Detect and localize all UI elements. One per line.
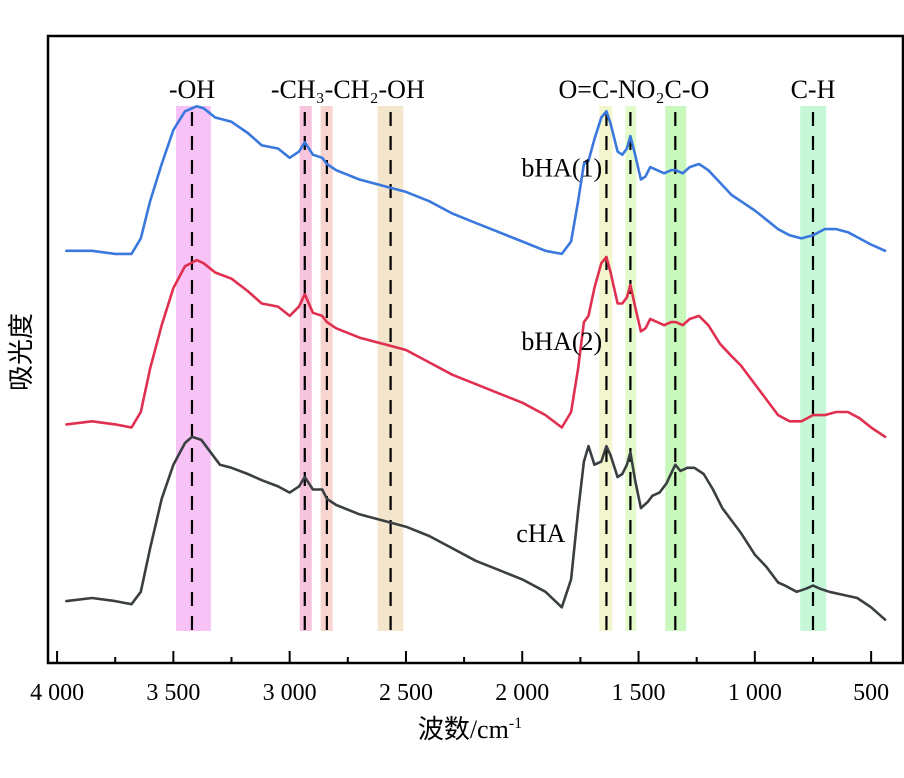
- x-tick-label-7: 500: [853, 680, 889, 706]
- x-axis-title-superscript: -1: [509, 715, 522, 732]
- x-tick-label-2: 3 000: [263, 680, 317, 706]
- series-line-cHA: [65, 435, 887, 621]
- band-label-3: C-H: [791, 75, 836, 104]
- x-tick-label-0: 4 000: [30, 680, 84, 706]
- absorption-bands: [175, 106, 827, 631]
- band-label-1: -CH₃-CH₂-OH: [271, 75, 425, 104]
- x-tick-label-3: 2 500: [379, 680, 433, 706]
- band-1: [299, 106, 312, 631]
- band-label-2: O=C-NO₂C-O: [558, 75, 709, 104]
- band-0: [175, 106, 211, 631]
- plot-frame: [46, 34, 904, 665]
- band-labels: -OH -CH₃-CH₂-OH O=C-NO₂C-O C-H: [169, 75, 836, 104]
- band-5: [625, 106, 637, 631]
- band-label-0: -OH: [169, 75, 215, 104]
- spectrum-series: [65, 105, 887, 621]
- x-axis-title-text: 波数/cm: [418, 715, 509, 744]
- y-axis-title: 吸光度: [7, 313, 36, 391]
- x-tick-label-5: 1 500: [612, 680, 666, 706]
- x-tick-label-1: 3 500: [146, 680, 200, 706]
- band-4: [599, 106, 613, 631]
- x-axis-title: 波数/cm-1: [418, 715, 522, 744]
- band-center-lines: [190, 112, 815, 631]
- series-label-1: bHA(2): [521, 327, 602, 356]
- series-label-0: bHA(1): [521, 153, 602, 182]
- x-axis-tick-labels: 4 000 3 500 3 000 2 500 2 000 1 500 1 000 500: [30, 680, 889, 706]
- series-labels: bHA(1) bHA(2) cHA: [516, 153, 602, 548]
- x-axis-ticks: [56, 651, 873, 663]
- x-tick-label-4: 2 000: [495, 680, 549, 706]
- series-label-2: cHA: [516, 519, 565, 548]
- series-line-bHA(1): [65, 105, 887, 256]
- x-tick-label-6: 1 000: [728, 680, 782, 706]
- series-line-bHA(2): [65, 255, 887, 439]
- band-6: [665, 106, 687, 631]
